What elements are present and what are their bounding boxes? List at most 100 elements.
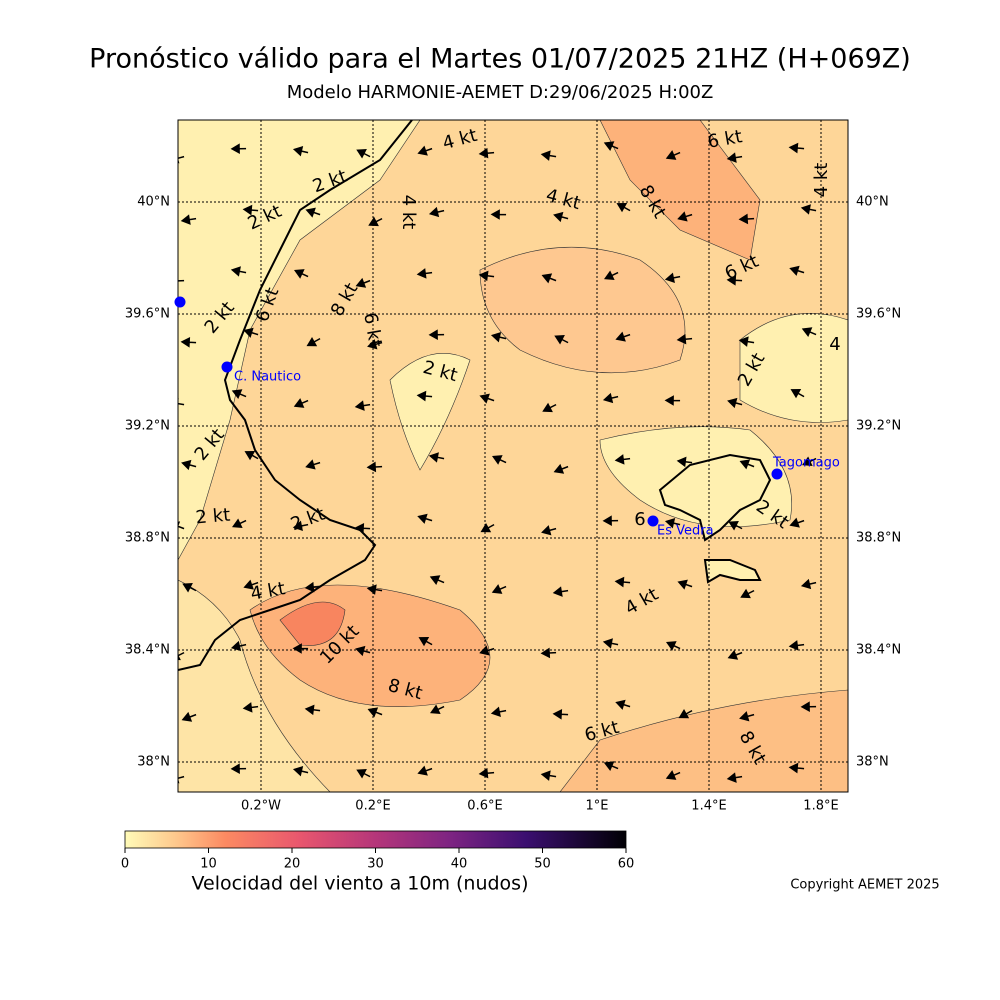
wind-arrow	[726, 275, 743, 286]
wind-arrow	[490, 332, 507, 343]
map-axes: 40°N 40°N 39.6°N 39.6°N 39.2°N 39.2°N 38.8°N 38…	[125, 195, 901, 814]
lat-label: 39.6°N	[856, 307, 901, 322]
wind-arrow	[677, 579, 693, 590]
wind-arrow	[428, 329, 445, 341]
wind-arrow	[294, 269, 309, 279]
wind-arrow	[554, 335, 569, 345]
wind-arrow	[542, 402, 557, 413]
wind-arrow	[230, 266, 247, 277]
lon-label: 0.6°E	[467, 799, 502, 814]
lat-label: 38.4°N	[856, 643, 901, 658]
wind-arrow	[726, 772, 743, 783]
field-region	[479, 246, 686, 374]
field-region	[599, 120, 761, 261]
wind-arrow	[615, 699, 631, 710]
wind-arrow	[602, 515, 619, 527]
station-label: C. Nautico	[234, 370, 301, 385]
wind-arrow	[540, 770, 557, 781]
lon-label: 1.4°E	[691, 799, 726, 814]
wind-arrow	[230, 143, 247, 155]
contour-label: 4 kt	[398, 195, 419, 230]
wind-arrow	[800, 701, 817, 713]
coastline	[178, 120, 413, 671]
wind-arrow	[178, 153, 185, 164]
wind-arrow	[242, 204, 259, 216]
wind-arrow	[603, 761, 619, 772]
station-label: Tagomago	[772, 456, 840, 471]
wind-arrow	[417, 765, 433, 776]
lat-label: 39.2°N	[856, 419, 901, 434]
island-ibiza	[658, 453, 772, 542]
wind-arrow	[231, 389, 247, 400]
wind-arrow	[232, 518, 247, 529]
wind-arrow	[230, 640, 247, 652]
colorbar	[124, 830, 627, 849]
station-dot	[221, 361, 233, 373]
wind-arrow	[604, 270, 619, 281]
wind-arrow	[178, 398, 185, 409]
wind-arrow	[739, 459, 755, 470]
contour-label: 2 kt	[195, 505, 231, 529]
copyright: Copyright AEMET 2025	[790, 878, 939, 893]
wind-arrow	[552, 709, 569, 720]
wind-arrow	[355, 277, 371, 288]
wind-arrow	[738, 336, 755, 347]
wind-arrow	[790, 388, 805, 399]
title: Pronóstico válido para el Martes 01/07/2…	[89, 44, 911, 75]
wind-arrow	[366, 584, 383, 595]
lat-label: 38.8°N	[856, 531, 901, 546]
lat-label: 40°N	[856, 195, 889, 210]
wind-arrow	[541, 525, 557, 536]
lat-label: 38°N	[137, 755, 170, 770]
map-frame	[177, 119, 849, 793]
wind-arrow	[243, 579, 259, 590]
wind-arrow	[540, 150, 557, 161]
wind-arrow	[490, 706, 507, 718]
wind-arrow	[726, 152, 743, 163]
lat-label: 39.2°N	[125, 419, 170, 434]
wind-arrow	[540, 647, 557, 659]
wind-arrow	[490, 209, 507, 220]
wind-arrow	[738, 213, 755, 225]
wind-arrows	[178, 141, 817, 784]
lat-label: 40°N	[137, 195, 170, 210]
station-label: Es Vedra	[657, 524, 714, 539]
wind-arrow	[789, 517, 805, 528]
wind-arrow	[478, 147, 495, 159]
wind-arrow	[178, 521, 185, 532]
wind-arrow	[491, 584, 507, 594]
wind-arrow	[230, 763, 247, 775]
station-dot	[647, 515, 659, 527]
wind-arrow	[180, 337, 197, 348]
wind-arrow	[429, 575, 445, 586]
wind-arrow	[416, 268, 433, 279]
wind-arrow	[306, 337, 321, 347]
wind-arrow	[356, 149, 371, 159]
wind-arrow	[665, 770, 681, 780]
wind-arrow	[292, 146, 309, 157]
colorbar-tick-label: 40	[451, 857, 468, 872]
wind-arrow	[430, 704, 445, 715]
wind-arrow	[181, 459, 197, 471]
wind-arrow	[178, 650, 185, 661]
wind-arrow	[664, 395, 681, 406]
wind-arrow	[292, 766, 309, 777]
wind-arrow	[552, 586, 569, 597]
wind-arrow	[788, 142, 805, 154]
wind-arrow	[356, 769, 371, 779]
colorbar-tick-label: 30	[367, 857, 384, 872]
wind-arrow	[800, 204, 817, 215]
stations: C. Nautico Tagomago Es Vedra	[174, 296, 840, 539]
wind-arrow	[800, 578, 817, 590]
wind-arrow	[789, 265, 805, 276]
field-region	[279, 601, 346, 646]
wind-arrow	[428, 206, 445, 218]
wind-arrow	[616, 202, 631, 213]
wind-arrow	[243, 327, 259, 338]
wind-arrow	[676, 456, 693, 468]
wind-arrow	[244, 450, 259, 461]
colorbar-tick-label: 10	[200, 857, 217, 872]
wind-arrow	[180, 214, 197, 225]
graticule	[178, 120, 848, 792]
lat-label: 39.6°N	[125, 307, 170, 322]
